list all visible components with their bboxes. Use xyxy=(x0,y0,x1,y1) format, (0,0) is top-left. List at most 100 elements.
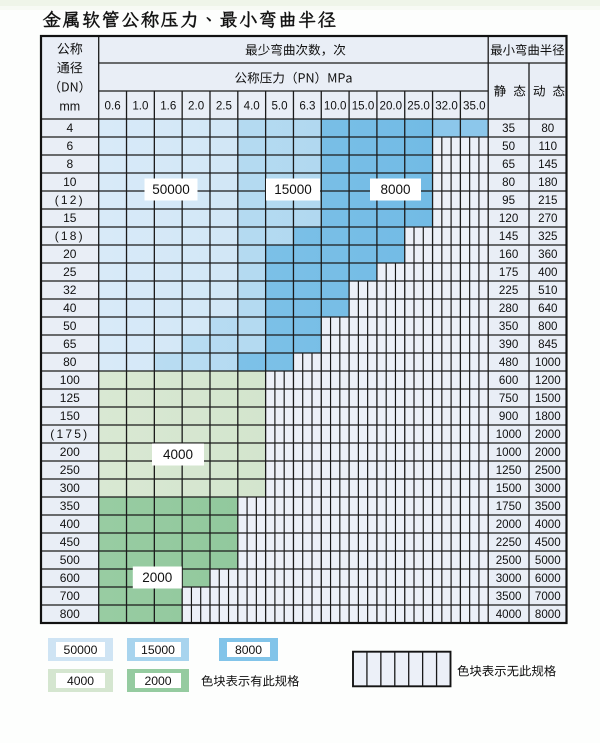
svg-text:(18): (18) xyxy=(55,229,85,243)
svg-text:270: 270 xyxy=(538,212,557,225)
svg-text:4500: 4500 xyxy=(535,536,561,549)
svg-text:400: 400 xyxy=(60,517,80,531)
svg-text:450: 450 xyxy=(60,535,80,549)
svg-text:50000: 50000 xyxy=(152,182,190,197)
svg-text:8: 8 xyxy=(66,157,73,171)
svg-text:500: 500 xyxy=(60,553,80,567)
svg-text:225: 225 xyxy=(499,284,518,297)
svg-text:6000: 6000 xyxy=(535,572,561,585)
svg-text:25: 25 xyxy=(63,265,77,279)
svg-text:700: 700 xyxy=(60,589,80,603)
svg-text:50: 50 xyxy=(63,319,77,333)
svg-text:2000: 2000 xyxy=(144,674,171,688)
svg-text:80: 80 xyxy=(541,122,554,135)
svg-text:(175): (175) xyxy=(50,427,89,441)
svg-text:6.3: 6.3 xyxy=(299,100,315,113)
svg-text:1000: 1000 xyxy=(535,356,561,369)
svg-text:845: 845 xyxy=(538,338,557,351)
svg-text:145: 145 xyxy=(538,158,557,171)
svg-text:4: 4 xyxy=(66,121,73,135)
svg-text:800: 800 xyxy=(538,320,557,333)
svg-text:180: 180 xyxy=(538,176,557,189)
svg-text:2000: 2000 xyxy=(535,428,561,441)
svg-text:110: 110 xyxy=(539,140,557,153)
svg-text:65: 65 xyxy=(502,158,515,171)
svg-text:1.6: 1.6 xyxy=(160,100,176,113)
svg-text:4000: 4000 xyxy=(535,518,561,531)
svg-text:35.0: 35.0 xyxy=(463,100,486,113)
svg-text:2500: 2500 xyxy=(535,464,561,477)
svg-text:510: 510 xyxy=(538,284,557,297)
svg-text:350: 350 xyxy=(60,499,80,513)
svg-text:2000: 2000 xyxy=(496,518,522,531)
svg-text:300: 300 xyxy=(60,481,80,495)
svg-text:10.0: 10.0 xyxy=(324,100,347,113)
svg-text:480: 480 xyxy=(499,356,518,369)
svg-text:20.0: 20.0 xyxy=(380,100,403,113)
svg-text:80: 80 xyxy=(63,355,77,369)
svg-text:25.0: 25.0 xyxy=(407,100,430,113)
svg-text:15000: 15000 xyxy=(141,643,175,657)
svg-text:250: 250 xyxy=(60,463,80,477)
svg-text:8000: 8000 xyxy=(380,182,410,197)
svg-text:95: 95 xyxy=(502,194,515,207)
svg-text:15.0: 15.0 xyxy=(352,100,375,113)
svg-text:325: 325 xyxy=(538,230,557,243)
svg-text:10: 10 xyxy=(63,175,77,189)
svg-text:15000: 15000 xyxy=(274,182,312,197)
svg-text:200: 200 xyxy=(60,445,80,459)
svg-text:1250: 1250 xyxy=(496,464,522,477)
svg-text:215: 215 xyxy=(538,194,557,207)
svg-text:640: 640 xyxy=(538,302,557,315)
svg-text:1800: 1800 xyxy=(535,410,561,423)
svg-text:0.6: 0.6 xyxy=(105,100,121,113)
svg-text:1750: 1750 xyxy=(496,500,522,513)
svg-text:1000: 1000 xyxy=(496,446,522,459)
svg-text:4000: 4000 xyxy=(496,608,522,621)
svg-text:4000: 4000 xyxy=(163,447,193,462)
svg-text:5.0: 5.0 xyxy=(271,100,287,113)
svg-text:35: 35 xyxy=(502,122,515,135)
svg-text:50000: 50000 xyxy=(64,643,98,657)
svg-text:120: 120 xyxy=(499,212,518,225)
svg-text:2.0: 2.0 xyxy=(188,100,204,113)
svg-text:2250: 2250 xyxy=(496,536,522,549)
svg-text:5000: 5000 xyxy=(535,554,561,567)
svg-text:3000: 3000 xyxy=(535,482,561,495)
svg-text:2000: 2000 xyxy=(535,446,561,459)
svg-text:600: 600 xyxy=(499,374,518,387)
svg-text:350: 350 xyxy=(499,320,518,333)
svg-text:3000: 3000 xyxy=(496,572,522,585)
svg-text:40: 40 xyxy=(63,301,77,315)
svg-text:(12): (12) xyxy=(55,193,85,207)
svg-text:1200: 1200 xyxy=(535,374,561,387)
svg-text:mm: mm xyxy=(59,100,80,114)
svg-text:65: 65 xyxy=(63,337,77,351)
svg-text:1000: 1000 xyxy=(496,428,522,441)
svg-text:175: 175 xyxy=(499,266,518,279)
svg-text:1500: 1500 xyxy=(496,482,522,495)
svg-text:150: 150 xyxy=(60,409,80,423)
svg-text:3500: 3500 xyxy=(496,590,522,603)
svg-text:2500: 2500 xyxy=(496,554,522,567)
svg-text:1500: 1500 xyxy=(535,392,561,405)
svg-text:32: 32 xyxy=(63,283,77,297)
svg-text:4.0: 4.0 xyxy=(244,100,260,113)
svg-text:32.0: 32.0 xyxy=(435,100,458,113)
svg-text:160: 160 xyxy=(499,248,518,261)
svg-text:15: 15 xyxy=(63,211,77,225)
svg-text:7000: 7000 xyxy=(535,590,561,603)
svg-text:2.5: 2.5 xyxy=(216,100,232,113)
svg-text:280: 280 xyxy=(499,302,518,315)
svg-text:20: 20 xyxy=(63,247,77,261)
svg-text:100: 100 xyxy=(60,373,80,387)
svg-text:2000: 2000 xyxy=(142,570,172,585)
svg-text:145: 145 xyxy=(499,230,518,243)
svg-text:900: 900 xyxy=(499,410,518,423)
svg-text:8000: 8000 xyxy=(535,608,561,621)
svg-text:3500: 3500 xyxy=(535,500,561,513)
svg-text:6: 6 xyxy=(66,139,73,153)
svg-text:125: 125 xyxy=(60,391,80,405)
svg-text:400: 400 xyxy=(538,266,557,279)
svg-text:600: 600 xyxy=(60,571,80,585)
